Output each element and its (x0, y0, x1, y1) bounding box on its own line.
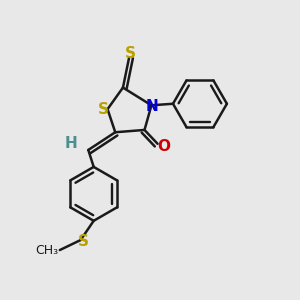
Text: O: O (157, 139, 170, 154)
Text: S: S (125, 46, 136, 61)
Text: H: H (64, 136, 77, 151)
Text: S: S (98, 102, 108, 117)
Text: S: S (77, 234, 88, 249)
Text: N: N (146, 99, 159, 114)
Text: CH₃: CH₃ (35, 244, 58, 257)
